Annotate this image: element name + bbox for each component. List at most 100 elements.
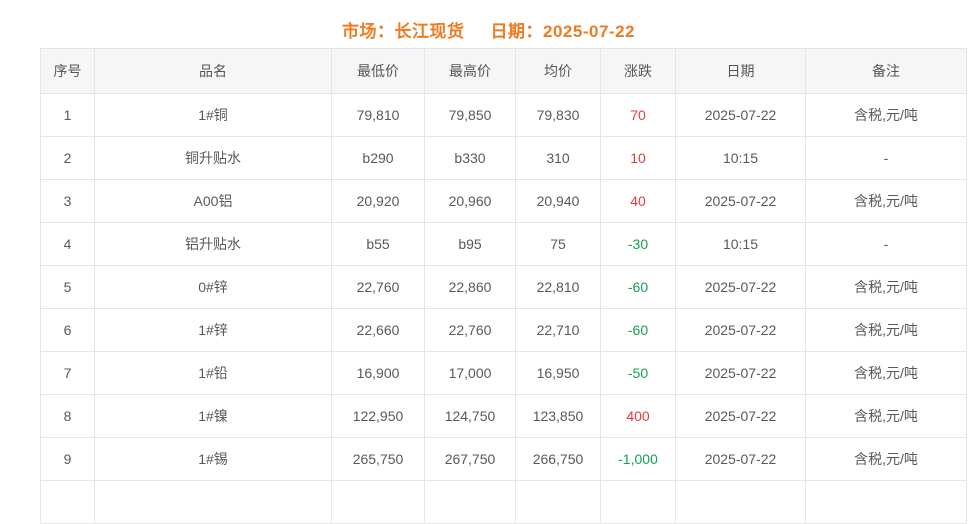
table-header: 序号 品名 最低价 最高价 均价 涨跌 日期 备注 (40, 48, 967, 94)
price-table: 序号 品名 最低价 最高价 均价 涨跌 日期 备注 1 1#铜 79,810 7… (40, 48, 967, 524)
col-header-low: 最低价 (331, 48, 425, 94)
cell-note: 含税,元/吨 (805, 308, 967, 352)
cell-low: 122,950 (331, 394, 425, 438)
table-row: 2 铜升贴水 b290 b330 310 10 10:15 - (40, 136, 967, 180)
cell-avg: 79,830 (515, 93, 601, 137)
cell-avg: 22,810 (515, 265, 601, 309)
cell-product: 1#铜 (94, 93, 332, 137)
cell-change (600, 480, 676, 524)
cell-note: 含税,元/吨 (805, 351, 967, 395)
cell-date: 10:15 (675, 222, 806, 266)
cell-date: 2025-07-22 (675, 437, 806, 481)
cell-date: 2025-07-22 (675, 179, 806, 223)
market-label: 市场：长江现货 (342, 22, 465, 41)
cell-note: 含税,元/吨 (805, 394, 967, 438)
cell-change: 40 (600, 179, 676, 223)
cell-change: -1,000 (600, 437, 676, 481)
cell-note: - (805, 136, 967, 180)
cell-change: -60 (600, 308, 676, 352)
cell-date: 2025-07-22 (675, 394, 806, 438)
table-body: 1 1#铜 79,810 79,850 79,830 70 2025-07-22… (40, 93, 967, 524)
cell-high: 79,850 (424, 93, 516, 137)
cell-low: 22,760 (331, 265, 425, 309)
table-row: 7 1#铅 16,900 17,000 16,950 -50 2025-07-2… (40, 351, 967, 395)
cell-avg: 123,850 (515, 394, 601, 438)
cell-index: 9 (40, 437, 95, 481)
cell-high: 20,960 (424, 179, 516, 223)
cell-note: 含税,元/吨 (805, 437, 967, 481)
cell-index: 8 (40, 394, 95, 438)
cell-product: 1#锌 (94, 308, 332, 352)
cell-date: 10:15 (675, 136, 806, 180)
cell-change: 10 (600, 136, 676, 180)
cell-index: 1 (40, 93, 95, 137)
table-row: 6 1#锌 22,660 22,760 22,710 -60 2025-07-2… (40, 308, 967, 352)
cell-note (805, 480, 967, 524)
cell-date: 2025-07-22 (675, 351, 806, 395)
cell-high: b330 (424, 136, 516, 180)
page-title: 市场：长江现货 日期：2025-07-22 (0, 0, 977, 48)
cell-change: -50 (600, 351, 676, 395)
cell-date: 2025-07-22 (675, 265, 806, 309)
cell-note: 含税,元/吨 (805, 93, 967, 137)
cell-change: -60 (600, 265, 676, 309)
cell-product: 1#镍 (94, 394, 332, 438)
cell-change: -30 (600, 222, 676, 266)
header-row: 序号 品名 最低价 最高价 均价 涨跌 日期 备注 (40, 48, 967, 94)
cell-avg: 20,940 (515, 179, 601, 223)
table-row: 9 1#锡 265,750 267,750 266,750 -1,000 202… (40, 437, 967, 481)
cell-product (94, 480, 332, 524)
cell-change: 70 (600, 93, 676, 137)
cell-avg: 22,710 (515, 308, 601, 352)
cell-product: A00铝 (94, 179, 332, 223)
cell-high: b95 (424, 222, 516, 266)
date-label: 日期：2025-07-22 (490, 22, 635, 41)
col-header-avg: 均价 (515, 48, 601, 94)
table-row: 5 0#锌 22,760 22,860 22,810 -60 2025-07-2… (40, 265, 967, 309)
cell-avg: 75 (515, 222, 601, 266)
table-row-clipped (40, 480, 967, 524)
cell-high: 124,750 (424, 394, 516, 438)
cell-low: b290 (331, 136, 425, 180)
cell-index: 7 (40, 351, 95, 395)
cell-avg (515, 480, 601, 524)
cell-low: b55 (331, 222, 425, 266)
table-row: 8 1#镍 122,950 124,750 123,850 400 2025-0… (40, 394, 967, 438)
col-header-change: 涨跌 (600, 48, 676, 94)
cell-low: 20,920 (331, 179, 425, 223)
cell-high: 22,760 (424, 308, 516, 352)
cell-avg: 16,950 (515, 351, 601, 395)
col-header-date: 日期 (675, 48, 806, 94)
cell-high: 22,860 (424, 265, 516, 309)
cell-low: 265,750 (331, 437, 425, 481)
cell-date (675, 480, 806, 524)
cell-product: 1#锡 (94, 437, 332, 481)
col-header-high: 最高价 (424, 48, 516, 94)
col-header-note: 备注 (805, 48, 967, 94)
col-header-index: 序号 (40, 48, 95, 94)
cell-note: 含税,元/吨 (805, 179, 967, 223)
cell-product: 铝升贴水 (94, 222, 332, 266)
cell-product: 1#铅 (94, 351, 332, 395)
cell-index: 3 (40, 179, 95, 223)
cell-product: 0#锌 (94, 265, 332, 309)
cell-index: 6 (40, 308, 95, 352)
cell-index: 5 (40, 265, 95, 309)
cell-high: 267,750 (424, 437, 516, 481)
col-header-product: 品名 (94, 48, 332, 94)
cell-index: 4 (40, 222, 95, 266)
cell-date: 2025-07-22 (675, 93, 806, 137)
table-row: 3 A00铝 20,920 20,960 20,940 40 2025-07-2… (40, 179, 967, 223)
cell-low: 22,660 (331, 308, 425, 352)
cell-note: 含税,元/吨 (805, 265, 967, 309)
cell-avg: 310 (515, 136, 601, 180)
cell-low: 16,900 (331, 351, 425, 395)
cell-change: 400 (600, 394, 676, 438)
table-row: 1 1#铜 79,810 79,850 79,830 70 2025-07-22… (40, 93, 967, 137)
cell-high (424, 480, 516, 524)
cell-index (40, 480, 95, 524)
cell-low: 79,810 (331, 93, 425, 137)
cell-high: 17,000 (424, 351, 516, 395)
cell-low (331, 480, 425, 524)
cell-avg: 266,750 (515, 437, 601, 481)
